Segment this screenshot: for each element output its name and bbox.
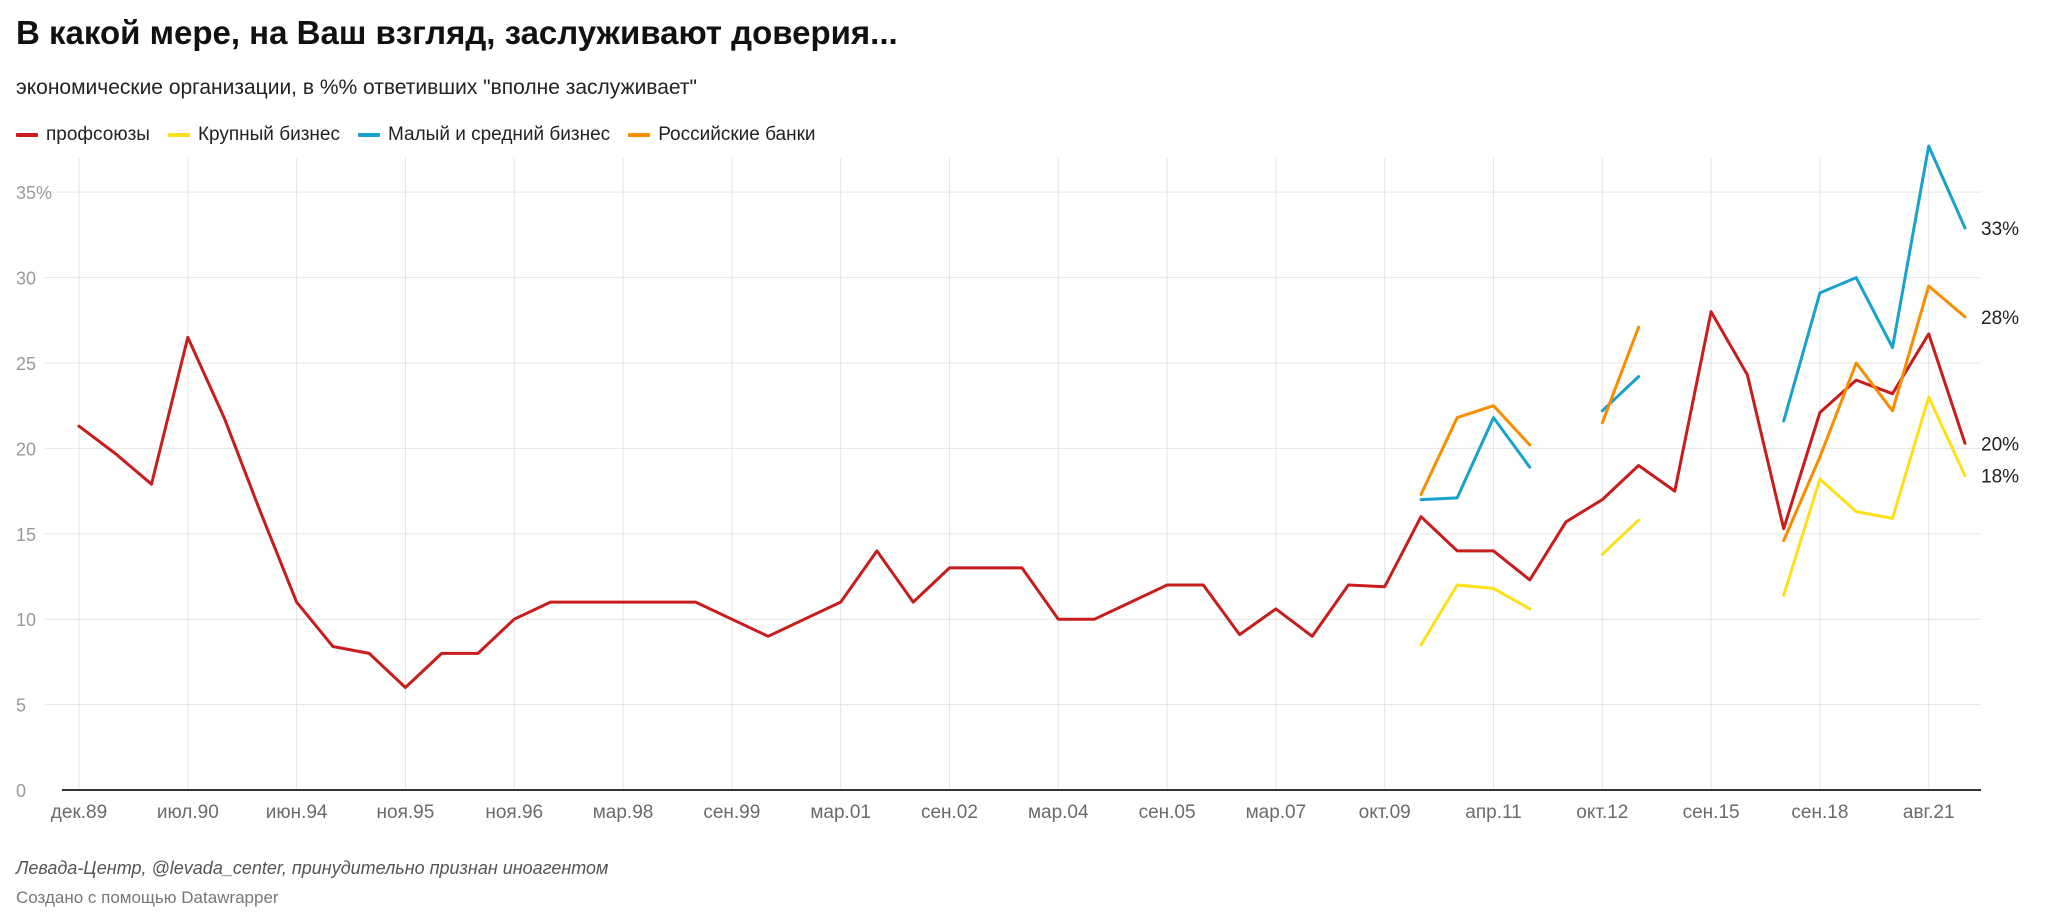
legend-swatch-small-business (357, 133, 380, 137)
x-tick-label: окт.09 (1359, 802, 1411, 823)
series-line (1782, 284, 1967, 543)
x-tick-label: сен.15 (1683, 802, 1740, 823)
chart-subtitle: экономические организации, в %% ответивш… (16, 76, 697, 99)
y-tick-label: 10 (16, 610, 36, 630)
y-tick-label: 0 (16, 781, 26, 801)
x-tick-label: ноя.96 (485, 802, 543, 823)
x-tick-label: сен.18 (1791, 802, 1848, 823)
series-line (1782, 395, 1967, 597)
series-end-label: 18% (1981, 467, 2019, 488)
x-tick-label: дек.89 (51, 802, 107, 823)
label-layer: дек.89 июл.90 июн.94 ноя.95 ноя.96 мар.98 сен.… (16, 183, 2019, 823)
chart-legend: профсоюзы Крупный бизнес Малый и средний… (16, 124, 816, 146)
series-end-label: 33% (1981, 219, 2019, 240)
legend-label-small-business: Малый и средний бизнес (387, 124, 611, 145)
x-tick-label: мар.04 (1028, 802, 1089, 823)
legend-item-russian-banks: Российские банки (628, 124, 816, 146)
x-tick-label: апр.11 (1465, 802, 1521, 823)
x-tick-label: сен.05 (1139, 802, 1196, 823)
credit-note: Создано с помощью Datawrapper (16, 888, 279, 907)
legend-label-russian-banks: Российские банки (658, 124, 816, 145)
legend-item-small-business: Малый и средний бизнес (357, 124, 611, 146)
grid-layer (45, 158, 1981, 791)
line-chart: дек.89 июл.90 июн.94 ноя.95 ноя.96 мар.98 сен.… (16, 144, 2019, 823)
x-tick-label: мар.01 (810, 802, 871, 823)
legend-swatch-trade-unions (16, 133, 38, 137)
legend-label-big-business: Крупный бизнес (197, 124, 340, 145)
y-tick-label: 15 (16, 525, 36, 545)
series-end-label: 28% (1981, 308, 2019, 329)
legend-label-trade-unions: профсоюзы (46, 124, 150, 145)
series-line (1419, 416, 1532, 502)
x-tick-label: мар.98 (593, 802, 654, 823)
series-layer (77, 144, 1967, 689)
x-tick-label: июн.94 (266, 802, 328, 823)
series-line (77, 310, 1967, 689)
x-tick-label: сен.02 (921, 802, 978, 823)
legend-item-big-business: Крупный бизнес (167, 124, 340, 146)
series-line (1600, 518, 1641, 556)
y-tick-label: 20 (16, 439, 36, 459)
series-line (1600, 325, 1641, 425)
y-tick-label: 30 (16, 269, 36, 289)
series-line (1419, 404, 1532, 496)
y-tick-label: 5 (16, 696, 26, 716)
x-tick-label: июл.90 (157, 802, 219, 823)
legend-swatch-russian-banks (628, 133, 651, 137)
series-end-label: 20% (1981, 434, 2019, 455)
x-tick-label: окт.12 (1576, 802, 1628, 823)
x-tick-label: мар.07 (1246, 802, 1307, 823)
series-line (1419, 583, 1532, 647)
x-tick-label: авг.21 (1903, 802, 1955, 823)
x-tick-label: сен.99 (703, 802, 760, 823)
chart-title: В какой мере, на Ваш взгляд, заслуживают… (16, 14, 898, 51)
source-note: Левада-Центр, @levada_center, принудител… (16, 858, 609, 878)
y-tick-label: 25 (16, 354, 36, 374)
y-tick-label: 35% (16, 183, 52, 203)
legend-swatch-big-business (167, 133, 190, 137)
series-line (1782, 144, 1967, 423)
legend-item-trade-unions: профсоюзы (16, 124, 150, 146)
x-tick-label: ноя.95 (377, 802, 435, 823)
